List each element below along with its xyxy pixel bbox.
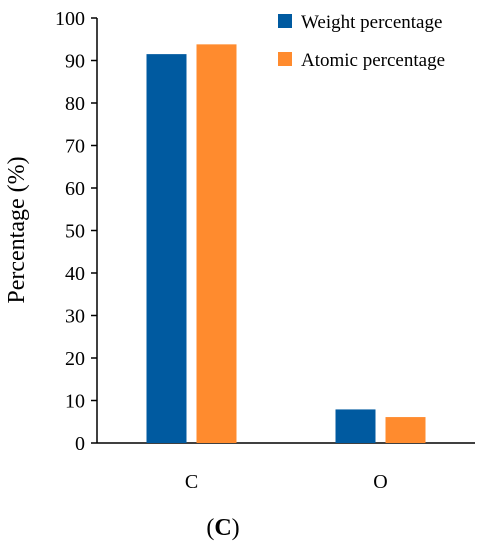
bar-c-weight bbox=[146, 54, 187, 443]
caption-letter: C bbox=[214, 515, 231, 541]
y-axis-title: Percentage (%) bbox=[4, 156, 30, 303]
y-tick-label: 40 bbox=[65, 263, 85, 285]
y-tick-label: 80 bbox=[65, 93, 85, 115]
y-tick-label: 50 bbox=[65, 221, 85, 243]
bar-c-atomic bbox=[196, 44, 237, 443]
figure-caption: (C) bbox=[206, 515, 239, 541]
bar-o-weight bbox=[335, 409, 376, 443]
legend-label: Weight percentage bbox=[301, 12, 442, 33]
legend-label: Atomic percentage bbox=[301, 50, 445, 71]
x-tick-label: C bbox=[185, 471, 198, 493]
y-tick-label: 60 bbox=[65, 178, 85, 200]
caption-close-paren: ) bbox=[232, 515, 240, 541]
y-tick-label: 30 bbox=[65, 306, 85, 328]
legend: Weight percentage Atomic percentage bbox=[278, 12, 445, 71]
y-tick-label: 20 bbox=[65, 348, 85, 370]
y-tick-label: 90 bbox=[65, 51, 85, 73]
legend-swatch bbox=[278, 14, 292, 28]
y-tick-label: 100 bbox=[55, 8, 85, 30]
bar-o-atomic bbox=[385, 417, 426, 443]
y-tick-label: 0 bbox=[75, 433, 85, 455]
y-tick-label: 10 bbox=[65, 391, 85, 413]
bars bbox=[146, 44, 426, 443]
x-tick-label: O bbox=[373, 471, 387, 493]
caption-open-paren: ( bbox=[206, 515, 214, 541]
legend-swatch bbox=[278, 52, 292, 66]
y-tick-label: 70 bbox=[65, 136, 85, 158]
y-axis-ticks: 0 10 20 30 40 50 60 70 80 90 100 bbox=[55, 8, 97, 455]
